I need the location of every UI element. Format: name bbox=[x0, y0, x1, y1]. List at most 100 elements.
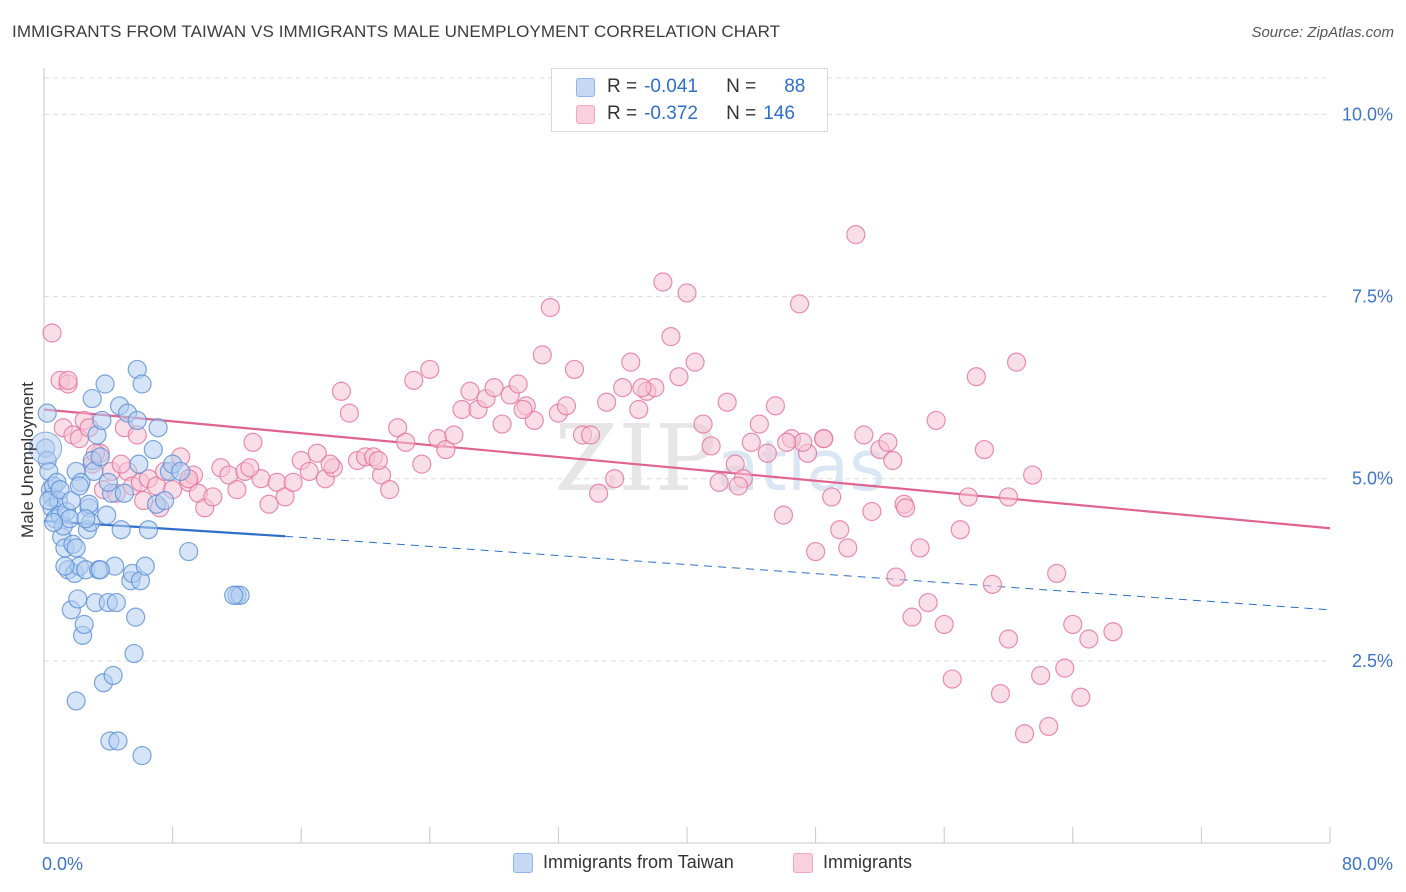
point-immigrants bbox=[709, 472, 729, 492]
point-taiwan bbox=[76, 509, 96, 529]
n-value: 146 bbox=[763, 103, 795, 124]
point-immigrants bbox=[982, 574, 1003, 594]
point-immigrants bbox=[1103, 622, 1123, 642]
point-immigrants bbox=[693, 414, 713, 434]
point-immigrants bbox=[227, 480, 247, 500]
point-immigrants bbox=[854, 425, 874, 445]
point-immigrants bbox=[1079, 629, 1099, 649]
y-axis-label: Male Unemployment bbox=[18, 382, 37, 538]
point-immigrants bbox=[793, 432, 813, 452]
point-immigrants bbox=[564, 359, 585, 380]
y-tick-label: 7.5% bbox=[1352, 287, 1393, 307]
point-immigrants bbox=[396, 432, 416, 452]
point-immigrants bbox=[444, 425, 464, 445]
point-taiwan bbox=[124, 643, 144, 664]
legend-swatch-immigrants bbox=[793, 852, 813, 873]
point-immigrants bbox=[42, 323, 62, 343]
point-immigrants bbox=[910, 538, 930, 558]
point-immigrants bbox=[629, 399, 649, 420]
point-immigrants bbox=[388, 418, 408, 438]
point-immigrants bbox=[243, 432, 263, 452]
point-taiwan bbox=[98, 472, 118, 492]
point-taiwan bbox=[95, 374, 115, 394]
point-immigrants bbox=[412, 454, 432, 474]
point-taiwan bbox=[138, 520, 159, 540]
point-immigrants bbox=[998, 487, 1019, 507]
data-points bbox=[29, 225, 1123, 766]
point-immigrants bbox=[58, 370, 78, 390]
r-value: -0.372 bbox=[644, 103, 698, 124]
point-immigrants bbox=[484, 378, 504, 398]
point-immigrants bbox=[460, 381, 480, 401]
point-immigrants bbox=[701, 436, 721, 456]
swatch-taiwan bbox=[576, 77, 595, 97]
point-immigrants bbox=[896, 498, 916, 518]
point-immigrants bbox=[513, 399, 533, 420]
point-immigrants bbox=[1031, 665, 1051, 686]
point-immigrants bbox=[950, 520, 970, 540]
point-immigrants bbox=[789, 294, 810, 314]
point-immigrants bbox=[814, 429, 834, 449]
point-immigrants bbox=[320, 454, 340, 474]
point-immigrants bbox=[492, 414, 512, 434]
point-taiwan bbox=[114, 483, 134, 503]
point-immigrants bbox=[420, 359, 440, 380]
r-label: R = bbox=[607, 76, 638, 97]
point-taiwan bbox=[111, 520, 131, 540]
point-taiwan bbox=[103, 665, 123, 686]
point-immigrants bbox=[1055, 658, 1075, 678]
point-taiwan bbox=[92, 410, 112, 431]
point-immigrants bbox=[1014, 724, 1035, 744]
point-immigrants bbox=[846, 225, 866, 245]
point-taiwan bbox=[106, 592, 126, 613]
point-immigrants bbox=[283, 472, 303, 492]
legend-item-immigrants[interactable]: Immigrants bbox=[793, 852, 912, 873]
point-taiwan bbox=[171, 461, 191, 482]
n-label: N = bbox=[726, 76, 757, 97]
point-immigrants bbox=[404, 370, 424, 390]
y-tick-label: 2.5% bbox=[1352, 651, 1393, 671]
point-taiwan bbox=[66, 538, 86, 558]
point-immigrants bbox=[540, 297, 560, 318]
x-tick-label-max: 80.0% bbox=[1342, 854, 1393, 874]
trend-line-immigrants bbox=[43, 408, 1331, 530]
point-immigrants bbox=[918, 592, 938, 613]
point-immigrants bbox=[339, 403, 360, 423]
point-immigrants bbox=[1047, 563, 1067, 584]
point-immigrants bbox=[958, 487, 978, 507]
point-immigrants bbox=[886, 567, 906, 587]
point-immigrants bbox=[259, 494, 279, 514]
point-immigrants bbox=[1071, 687, 1091, 707]
r-label: R = bbox=[607, 103, 638, 124]
point-immigrants bbox=[805, 541, 826, 562]
point-taiwan bbox=[29, 431, 63, 465]
swatch-immigrants bbox=[576, 104, 595, 124]
tick-labels: 2.5% 5.0% 7.5% 10.0% 0.0% 80.0% bbox=[42, 104, 1393, 874]
point-immigrants bbox=[508, 374, 528, 394]
point-taiwan bbox=[69, 476, 89, 496]
point-immigrants bbox=[621, 352, 641, 372]
point-immigrants bbox=[838, 538, 858, 558]
point-taiwan bbox=[61, 490, 81, 511]
point-taiwan bbox=[82, 388, 102, 409]
legend-swatch-taiwan bbox=[513, 852, 533, 873]
point-immigrants bbox=[613, 378, 633, 398]
point-immigrants bbox=[203, 487, 223, 507]
point-immigrants bbox=[685, 352, 705, 372]
point-immigrants bbox=[331, 381, 351, 401]
point-immigrants bbox=[717, 392, 737, 412]
point-immigrants bbox=[532, 345, 552, 365]
legend-label: Immigrants bbox=[823, 852, 913, 872]
point-immigrants bbox=[966, 367, 986, 387]
point-taiwan bbox=[74, 614, 94, 635]
point-taiwan bbox=[154, 490, 175, 511]
point-immigrants bbox=[749, 414, 769, 434]
n-value: 88 bbox=[784, 76, 806, 97]
point-immigrants bbox=[307, 443, 327, 463]
r-value: -0.041 bbox=[644, 76, 698, 97]
legend-item-taiwan[interactable]: Immigrants from Taiwan bbox=[513, 852, 734, 873]
point-immigrants bbox=[878, 432, 898, 452]
point-immigrants bbox=[368, 450, 388, 471]
point-taiwan bbox=[37, 403, 57, 423]
